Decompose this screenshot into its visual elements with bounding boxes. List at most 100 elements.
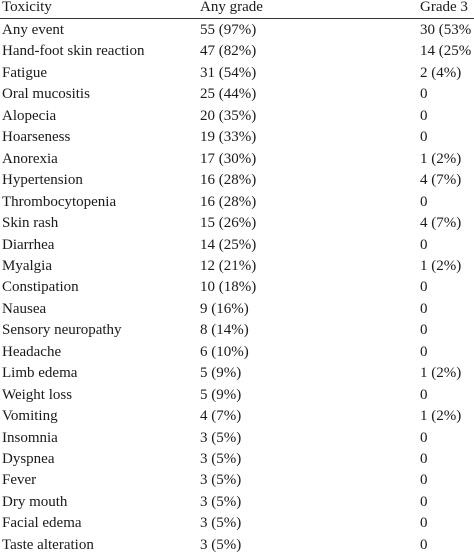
any-grade-cell: 5 (9%) xyxy=(200,386,242,403)
grade-3-cell: 0 xyxy=(420,300,428,317)
toxicity-cell: Facial edema xyxy=(2,515,82,532)
toxicity-cell: Dyspnea xyxy=(2,451,55,467)
grade-3-cell: 0 xyxy=(420,472,428,489)
table-row: Hand-foot skin reaction 47 (82%) 14 (25% xyxy=(0,41,474,63)
grade-3-cell: 0 xyxy=(420,86,428,103)
grade-3-cell: 14 (25% xyxy=(420,43,472,60)
toxicity-cell: Vomiting xyxy=(2,408,58,425)
toxicity-cell: Sensory neuropathy xyxy=(2,322,122,339)
table-row: Any event 55 (97%) 30 (53% xyxy=(0,20,474,42)
grade-3-cell: 1 (2%) xyxy=(420,365,462,382)
table-row: Hypertension 16 (28%) 4 (7%) xyxy=(0,170,474,192)
any-grade-cell: 4 (7%) xyxy=(200,408,242,425)
toxicity-cell: Any event xyxy=(2,22,65,38)
table-row: Oral mucositis 25 (44%) 0 xyxy=(0,84,474,106)
toxicity-cell: Weight loss xyxy=(2,386,73,403)
grade-3-cell: 0 xyxy=(420,107,428,124)
grade-3-cell: 0 xyxy=(420,429,428,446)
table-header-row: Toxicity Any grade Grade 3 xyxy=(0,0,474,17)
grade-3-cell: 0 xyxy=(420,493,428,510)
table-row: Fever 3 (5%) 0 xyxy=(0,470,474,492)
any-grade-cell: 17 (30%) xyxy=(200,150,257,167)
toxicity-cell: Fatigue xyxy=(2,64,47,81)
table-row: Weight loss 5 (9%) 0 xyxy=(0,385,474,407)
table-row: Diarrhea 14 (25%) 0 xyxy=(0,235,474,257)
header-rule xyxy=(0,18,474,19)
any-grade-cell: 9 (16%) xyxy=(200,300,249,317)
grade-3-cell: 2 (4%) xyxy=(420,64,462,81)
table-row: Myalgia 12 (21%) 1 (2%) xyxy=(0,256,474,278)
any-grade-cell: 16 (28%) xyxy=(200,172,257,189)
toxicity-cell: Headache xyxy=(2,343,62,360)
grade-3-cell: 4 (7%) xyxy=(420,215,462,232)
any-grade-cell: 25 (44%) xyxy=(200,86,257,103)
table-row: Facial edema 3 (5%) 0 xyxy=(0,513,474,535)
any-grade-cell: 47 (82%) xyxy=(200,43,257,60)
toxicity-cell: Nausea xyxy=(2,300,47,317)
any-grade-cell: 12 (21%) xyxy=(200,257,257,274)
grade-3-cell: 0 xyxy=(420,129,428,146)
toxicity-cell: Fever xyxy=(2,472,37,489)
toxicity-cell: Diarrhea xyxy=(2,236,55,253)
any-grade-cell: 3 (5%) xyxy=(200,451,242,467)
any-grade-cell: 16 (28%) xyxy=(200,193,257,210)
any-grade-cell: 8 (14%) xyxy=(200,322,249,339)
grade-3-cell: 30 (53% xyxy=(420,22,472,38)
any-grade-cell: 3 (5%) xyxy=(200,472,242,489)
table-row: Constipation 10 (18%) 0 xyxy=(0,277,474,299)
table-row: Thrombocytopenia 16 (28%) 0 xyxy=(0,192,474,214)
any-grade-cell: 3 (5%) xyxy=(200,429,242,446)
toxicity-cell: Constipation xyxy=(2,279,79,296)
toxicity-cell: Limb edema xyxy=(2,365,78,382)
table-row: Dry mouth 3 (5%) 0 xyxy=(0,492,474,514)
table-row: Limb edema 5 (9%) 1 (2%) xyxy=(0,363,474,385)
table-row: Taste alteration 3 (5%) 0 xyxy=(0,535,474,557)
table-row: Insomnia 3 (5%) 0 xyxy=(0,428,474,450)
any-grade-cell: 20 (35%) xyxy=(200,107,257,124)
toxicity-cell: Hoarseness xyxy=(2,129,71,146)
toxicity-cell: Alopecia xyxy=(2,107,57,124)
grade-3-cell: 0 xyxy=(420,451,428,467)
any-grade-cell: 15 (26%) xyxy=(200,215,257,232)
grade-3-cell: 1 (2%) xyxy=(420,150,462,167)
toxicity-cell: Taste alteration xyxy=(2,536,94,553)
table-row: Skin rash 15 (26%) 4 (7%) xyxy=(0,213,474,235)
grade-3-cell: 0 xyxy=(420,279,428,296)
toxicity-cell: Myalgia xyxy=(2,257,52,274)
toxicity-cell: Anorexia xyxy=(2,150,58,167)
table-row: Vomiting 4 (7%) 1 (2%) xyxy=(0,406,474,428)
table-row: Alopecia 20 (35%) 0 xyxy=(0,106,474,128)
toxicity-cell: Hand-foot skin reaction xyxy=(2,43,145,60)
any-grade-cell: 5 (9%) xyxy=(200,365,242,382)
table-row: Dyspnea 3 (5%) 0 xyxy=(0,449,474,471)
table-row: Anorexia 17 (30%) 1 (2%) xyxy=(0,149,474,171)
toxicity-cell: Hypertension xyxy=(2,172,83,189)
toxicity-cell: Oral mucositis xyxy=(2,86,90,103)
table-row: Nausea 9 (16%) 0 xyxy=(0,299,474,321)
table-row: Hoarseness 19 (33%) 0 xyxy=(0,127,474,149)
header-any-grade: Any grade xyxy=(200,0,263,15)
toxicity-cell: Dry mouth xyxy=(2,493,68,510)
grade-3-cell: 0 xyxy=(420,193,428,210)
any-grade-cell: 6 (10%) xyxy=(200,343,249,360)
grade-3-cell: 4 (7%) xyxy=(420,172,462,189)
grade-3-cell: 1 (2%) xyxy=(420,257,462,274)
header-grade-3: Grade 3 xyxy=(420,0,468,15)
grade-3-cell: 0 xyxy=(420,386,428,403)
grade-3-cell: 0 xyxy=(420,536,428,553)
table-row: Fatigue 31 (54%) 2 (4%) xyxy=(0,63,474,85)
any-grade-cell: 10 (18%) xyxy=(200,279,257,296)
any-grade-cell: 3 (5%) xyxy=(200,536,242,553)
grade-3-cell: 0 xyxy=(420,322,428,339)
any-grade-cell: 3 (5%) xyxy=(200,515,242,532)
any-grade-cell: 55 (97%) xyxy=(200,22,257,38)
table-row: Sensory neuropathy 8 (14%) 0 xyxy=(0,320,474,342)
any-grade-cell: 3 (5%) xyxy=(200,493,242,510)
table-row: Headache 6 (10%) 0 xyxy=(0,342,474,364)
any-grade-cell: 19 (33%) xyxy=(200,129,257,146)
grade-3-cell: 1 (2%) xyxy=(420,408,462,425)
grade-3-cell: 0 xyxy=(420,236,428,253)
toxicity-cell: Insomnia xyxy=(2,429,58,446)
toxicity-cell: Thrombocytopenia xyxy=(2,193,117,210)
